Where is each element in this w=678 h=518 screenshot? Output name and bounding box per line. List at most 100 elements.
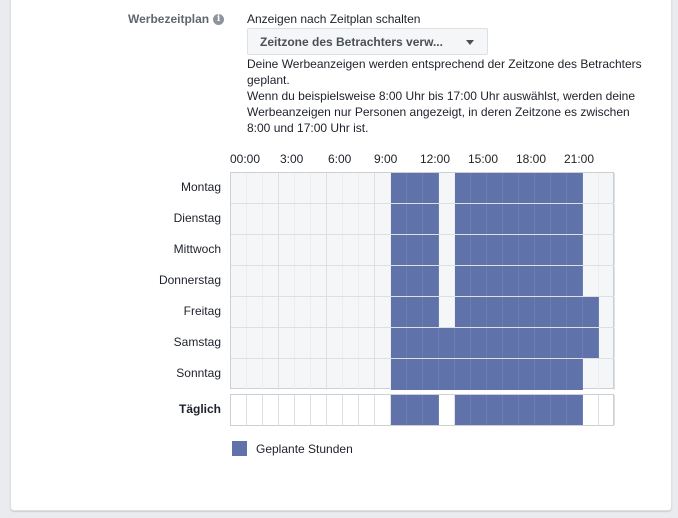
hour-cell[interactable] (327, 204, 343, 234)
hour-cell[interactable] (375, 359, 391, 390)
hour-cell[interactable] (567, 395, 583, 425)
hour-cell[interactable] (583, 359, 599, 390)
hour-cell[interactable] (439, 395, 455, 425)
hour-cell[interactable] (327, 173, 343, 203)
hour-cell[interactable] (503, 235, 519, 265)
hour-cell[interactable] (343, 328, 359, 358)
hour-cell[interactable] (263, 173, 279, 203)
timezone-dropdown[interactable]: Zeitzone des Betrachters verw... (247, 28, 488, 55)
hour-cell[interactable] (279, 266, 295, 296)
hour-cell[interactable] (391, 359, 407, 390)
hour-cell[interactable] (471, 235, 487, 265)
hour-cell[interactable] (583, 297, 599, 327)
hour-cell[interactable] (551, 359, 567, 390)
hour-cell[interactable] (423, 204, 439, 234)
hour-cell[interactable] (407, 266, 423, 296)
hour-cell[interactable] (535, 395, 551, 425)
hour-cell[interactable] (231, 328, 247, 358)
hour-cell[interactable] (375, 235, 391, 265)
hour-cell[interactable] (423, 328, 439, 358)
hour-cell[interactable] (295, 395, 311, 425)
hour-cell[interactable] (247, 173, 263, 203)
hour-cell[interactable] (407, 204, 423, 234)
hour-cell[interactable] (455, 235, 471, 265)
hour-cell[interactable] (487, 266, 503, 296)
hour-cell[interactable] (359, 204, 375, 234)
hour-cell[interactable] (567, 328, 583, 358)
hour-cell[interactable] (583, 328, 599, 358)
hour-cell[interactable] (599, 297, 615, 327)
hour-cell[interactable] (231, 235, 247, 265)
hour-cell[interactable] (567, 235, 583, 265)
hour-cell[interactable] (295, 266, 311, 296)
hour-cell[interactable] (343, 173, 359, 203)
hour-cell[interactable] (599, 204, 615, 234)
hour-cell[interactable] (231, 173, 247, 203)
hour-cell[interactable] (519, 266, 535, 296)
hour-cell[interactable] (439, 359, 455, 390)
hour-cell[interactable] (599, 266, 615, 296)
hour-cell[interactable] (375, 266, 391, 296)
hour-cell[interactable] (439, 297, 455, 327)
hour-cell[interactable] (343, 359, 359, 390)
hour-cell[interactable] (423, 173, 439, 203)
hour-cell[interactable] (583, 235, 599, 265)
hour-cell[interactable] (503, 266, 519, 296)
hour-cell[interactable] (455, 395, 471, 425)
hour-cell[interactable] (263, 235, 279, 265)
hour-cell[interactable] (343, 395, 359, 425)
hour-cell[interactable] (279, 173, 295, 203)
hour-cell[interactable] (423, 395, 439, 425)
hour-cell[interactable] (551, 173, 567, 203)
hour-cell[interactable] (375, 204, 391, 234)
hour-cell[interactable] (263, 266, 279, 296)
day-row[interactable] (231, 266, 615, 297)
hour-cell[interactable] (359, 359, 375, 390)
hour-cell[interactable] (567, 266, 583, 296)
day-row[interactable] (231, 359, 615, 390)
hour-cell[interactable] (551, 235, 567, 265)
hour-cell[interactable] (343, 235, 359, 265)
hour-cell[interactable] (551, 328, 567, 358)
hour-cell[interactable] (439, 204, 455, 234)
hour-cell[interactable] (487, 359, 503, 390)
hour-cell[interactable] (487, 173, 503, 203)
hour-cell[interactable] (295, 328, 311, 358)
hour-cell[interactable] (359, 328, 375, 358)
hour-cell[interactable] (359, 266, 375, 296)
hour-cell[interactable] (375, 297, 391, 327)
daily-row[interactable] (230, 394, 615, 426)
hour-cell[interactable] (295, 359, 311, 390)
hour-cell[interactable] (455, 266, 471, 296)
hour-cell[interactable] (375, 395, 391, 425)
hour-cell[interactable] (327, 328, 343, 358)
hour-cell[interactable] (311, 395, 327, 425)
hour-cell[interactable] (407, 173, 423, 203)
hour-cell[interactable] (311, 173, 327, 203)
hour-cell[interactable] (519, 395, 535, 425)
hour-cell[interactable] (423, 235, 439, 265)
hour-cell[interactable] (599, 235, 615, 265)
hour-cell[interactable] (535, 204, 551, 234)
hour-cell[interactable] (551, 395, 567, 425)
hour-cell[interactable] (455, 328, 471, 358)
hour-cell[interactable] (535, 173, 551, 203)
hour-cell[interactable] (407, 297, 423, 327)
schedule-grid[interactable] (230, 172, 615, 390)
hour-cell[interactable] (343, 297, 359, 327)
hour-cell[interactable] (567, 204, 583, 234)
hour-cell[interactable] (295, 297, 311, 327)
hour-cell[interactable] (359, 173, 375, 203)
hour-cell[interactable] (327, 359, 343, 390)
hour-cell[interactable] (599, 328, 615, 358)
hour-cell[interactable] (327, 235, 343, 265)
hour-cell[interactable] (503, 328, 519, 358)
hour-cell[interactable] (263, 359, 279, 390)
hour-cell[interactable] (551, 266, 567, 296)
hour-cell[interactable] (311, 204, 327, 234)
hour-cell[interactable] (295, 204, 311, 234)
hour-cell[interactable] (231, 297, 247, 327)
hour-cell[interactable] (519, 328, 535, 358)
hour-cell[interactable] (391, 328, 407, 358)
hour-cell[interactable] (599, 395, 615, 425)
